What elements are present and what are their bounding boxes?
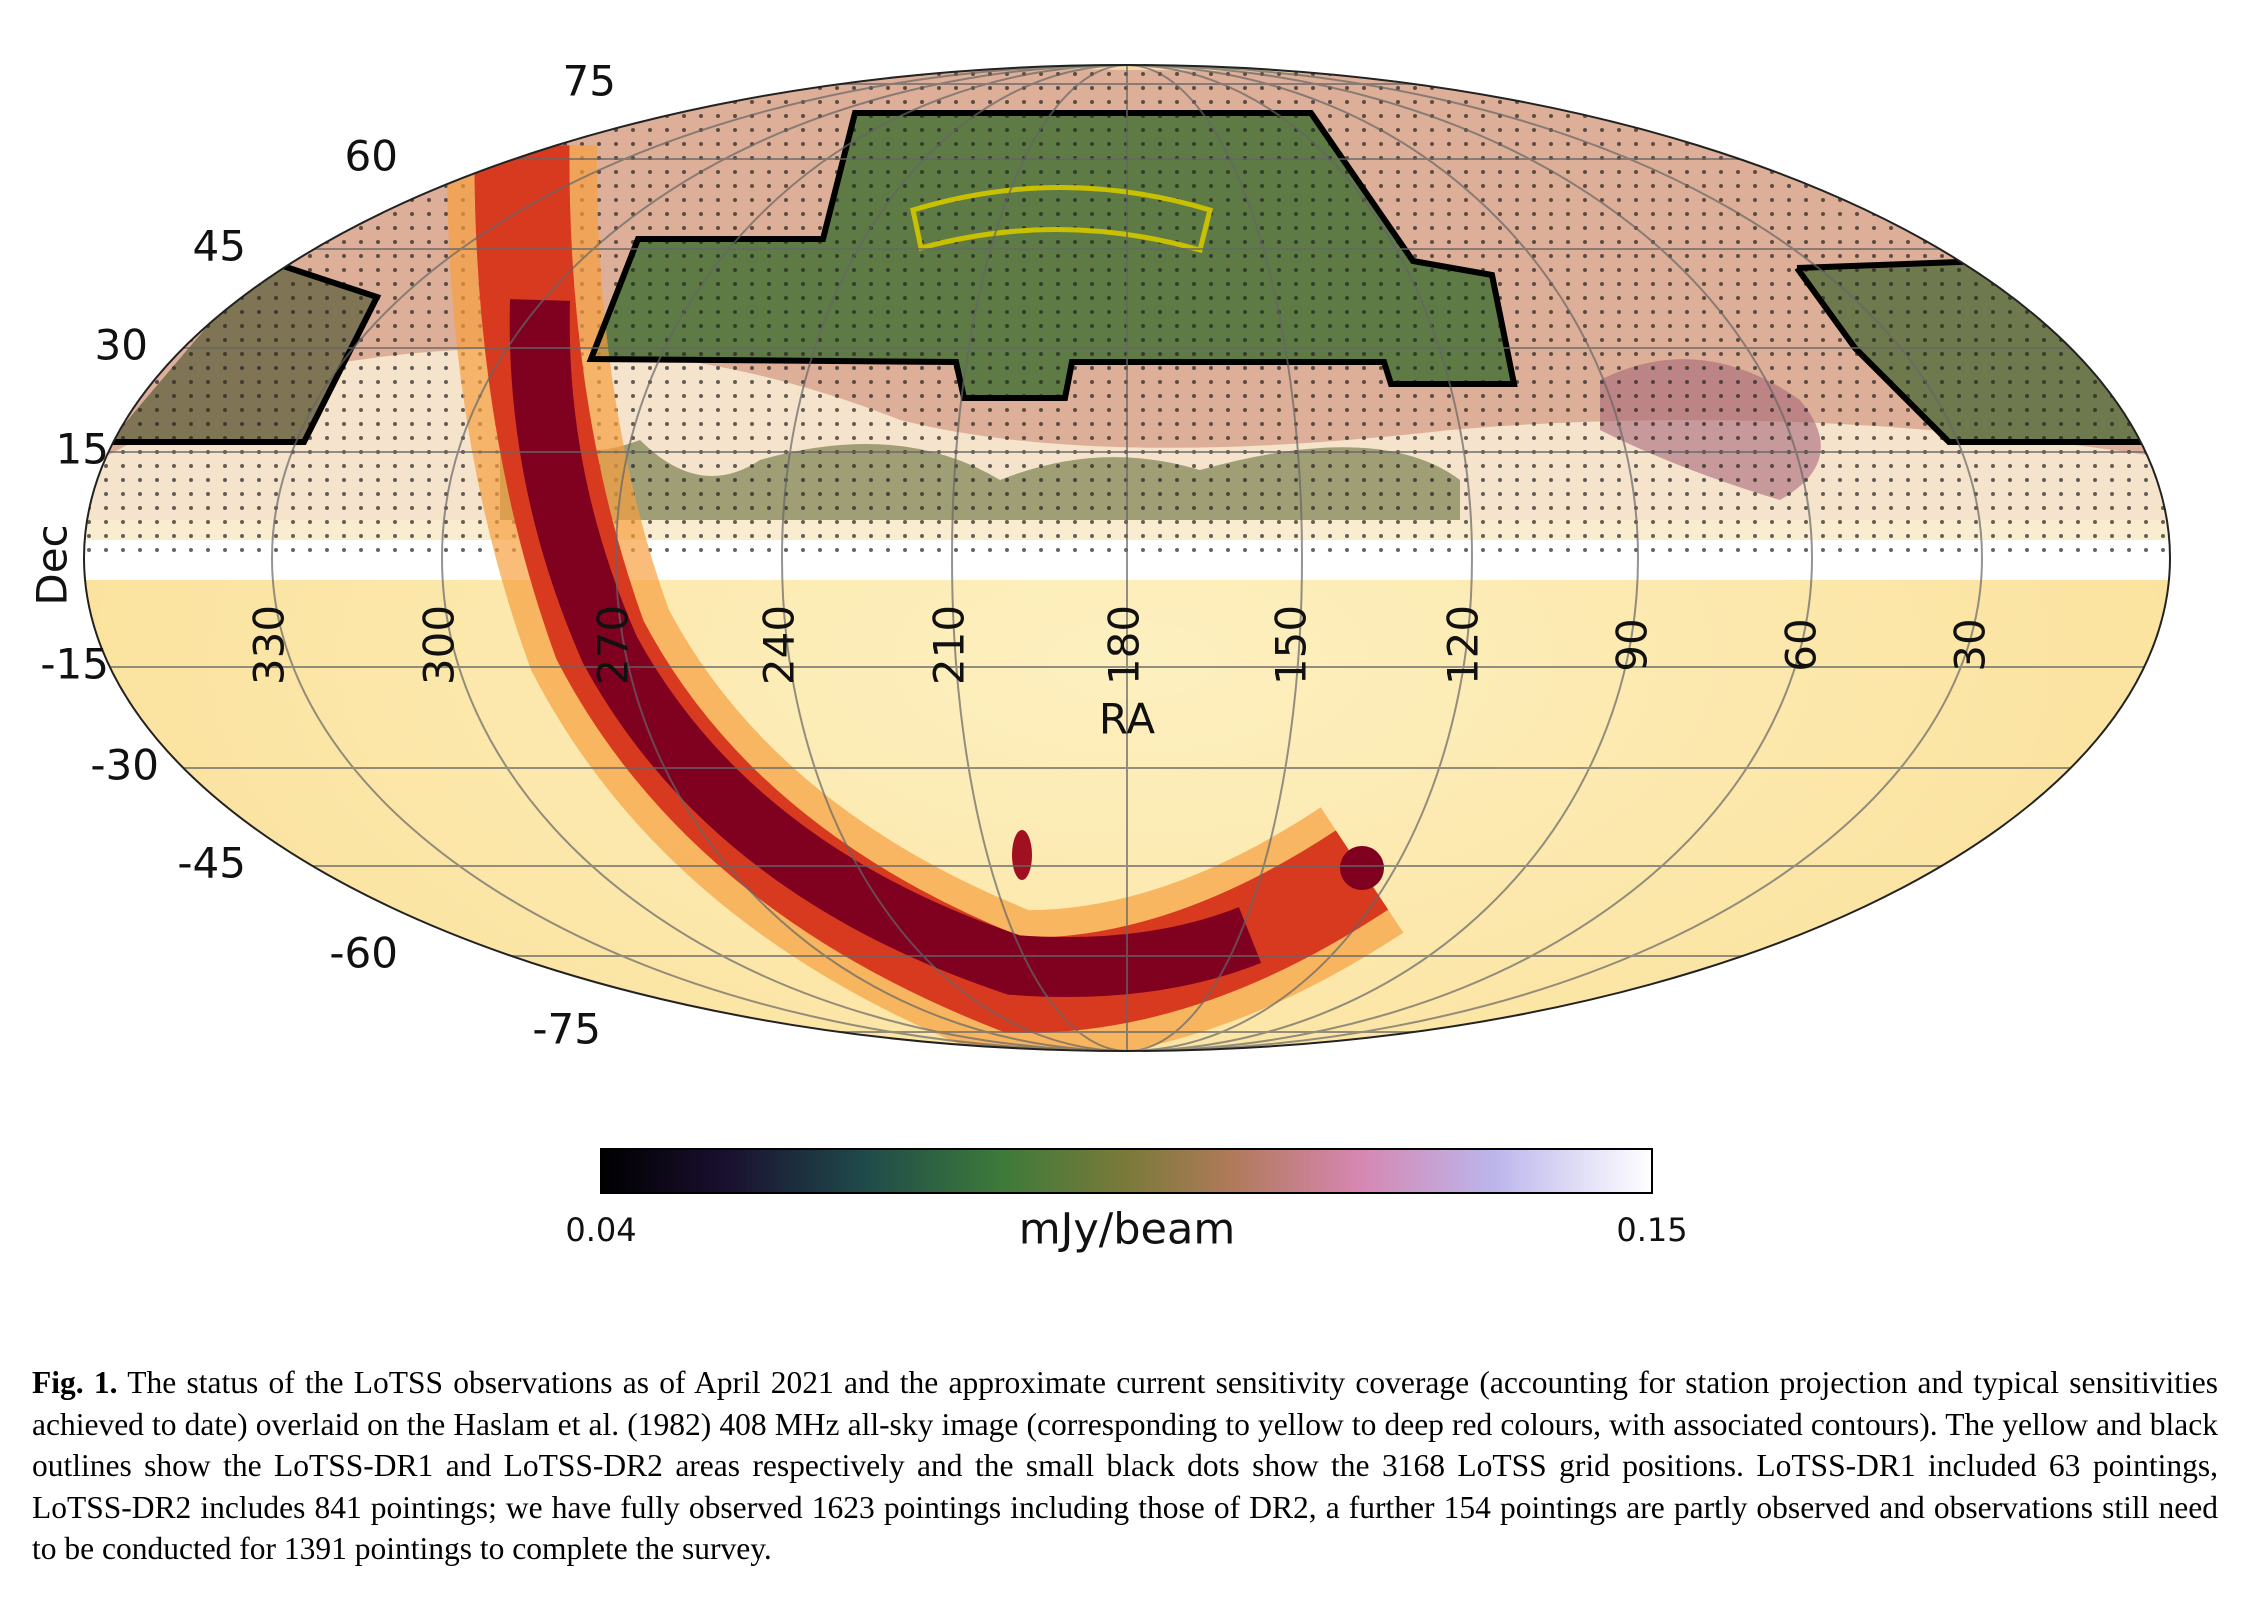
caption: Fig. 1. The status of the LoTSS observat…: [32, 1362, 2218, 1570]
ra-tick-label: 120: [1439, 605, 1488, 685]
ra-tick-label: 210: [925, 605, 974, 685]
colorbar: [600, 1148, 1653, 1194]
dec-tick-label: 45: [193, 222, 246, 271]
colorbar-max: 0.15: [1616, 1211, 1687, 1249]
ra-tick-label: 270: [589, 605, 638, 685]
dec-tick-label: -45: [177, 839, 246, 888]
colorbar-min: 0.04: [565, 1211, 636, 1249]
figure: 75 60 45 30 15 -15 -30 -45 -60 -75 330 300 270 240 210…: [28, 57, 2171, 1255]
dec-tick-label: -60: [329, 929, 398, 978]
meridian-line: [441, 65, 1813, 1051]
meridian-line: [615, 65, 1639, 1051]
ra-tick-label: 150: [1267, 605, 1316, 685]
meridian-line: [781, 65, 1473, 1051]
dec-tick-label: 75: [563, 57, 616, 106]
ra-tick-label: 300: [415, 605, 464, 685]
dec-tick-label: -30: [90, 741, 159, 790]
dec-tick-label: -15: [40, 640, 109, 689]
meridian-line: [271, 65, 1983, 1051]
caption-text: The status of the LoTSS observations as …: [32, 1365, 2218, 1566]
ra-tick-label: 240: [755, 605, 804, 685]
sky-map: [84, 65, 2170, 1051]
x-axis-label: RA: [1099, 695, 1155, 744]
colorbar-label: mJy/beam: [1019, 1205, 1236, 1255]
ra-tick-label: 330: [245, 605, 294, 685]
ra-tick-label: 60: [1777, 618, 1826, 671]
meridian-line: [951, 65, 1303, 1051]
dec-tick-label: 15: [56, 425, 109, 474]
caption-label: Fig. 1.: [32, 1365, 118, 1400]
ra-tick-label: 30: [1946, 618, 1995, 671]
dec-tick-label: -75: [532, 1005, 601, 1054]
dec-tick-label: 60: [345, 132, 398, 181]
y-axis-label: Dec: [28, 524, 77, 605]
ra-tick-label: 90: [1608, 618, 1657, 671]
dec-tick-label: 30: [95, 321, 148, 370]
sky-border: [83, 64, 2171, 1052]
ra-tick-label: 180: [1100, 605, 1149, 685]
